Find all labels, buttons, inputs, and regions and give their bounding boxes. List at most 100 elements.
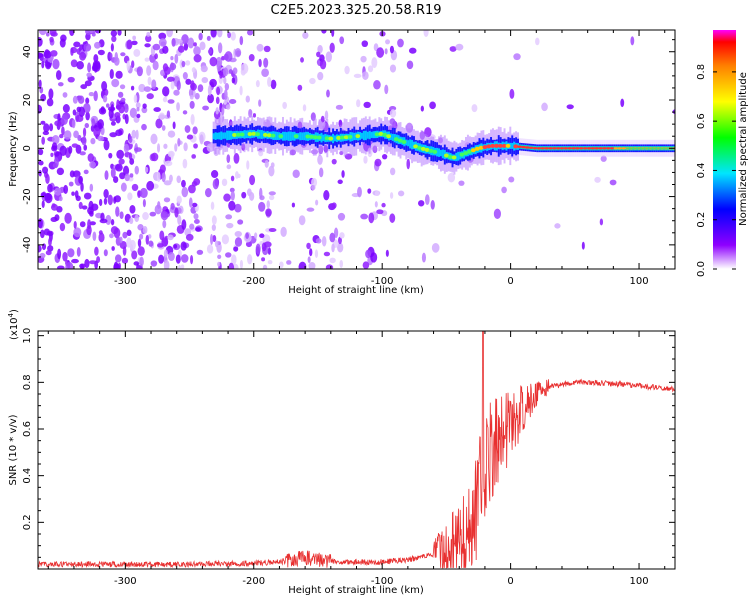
heatmap-cell <box>406 60 414 70</box>
heatmap-cell <box>321 235 327 247</box>
heatmap-cell <box>308 261 316 269</box>
heatmap-cell <box>122 246 127 256</box>
heatmap-cell <box>225 252 232 258</box>
heatmap-cell <box>57 265 65 269</box>
heatmap-cell <box>38 160 44 166</box>
heatmap-cell <box>86 225 92 236</box>
heatmap-cell <box>162 63 169 72</box>
heatmap-cell <box>49 123 54 132</box>
heatmap-cell <box>88 91 95 97</box>
heatmap-cell <box>133 261 140 266</box>
heatmap-cell <box>181 219 187 230</box>
heatmap-cell <box>161 172 166 183</box>
heatmap-cell <box>231 77 236 84</box>
heatmap-cell <box>52 162 58 169</box>
heatmap-cell <box>544 147 549 150</box>
heatmap-cell <box>486 144 492 149</box>
heatmap-cell <box>291 131 294 141</box>
heatmap-cell <box>599 218 604 226</box>
heatmap-cell <box>206 35 211 41</box>
heatmap-cell <box>144 57 150 62</box>
heatmap-cell <box>41 200 45 208</box>
heatmap-cell <box>111 35 117 43</box>
heatmap-cell <box>283 131 286 141</box>
heatmap-cell <box>54 187 62 196</box>
heatmap-cell <box>171 38 176 47</box>
heatmap-cell <box>119 211 124 219</box>
heatmap-cell <box>38 104 43 114</box>
heatmap-cell <box>372 131 375 139</box>
heatmap-cell <box>245 232 249 239</box>
heatmap-cell <box>159 230 165 241</box>
y-tick-label: 0 <box>22 145 33 151</box>
heatmap-cell <box>567 147 572 150</box>
heatmap-cell <box>309 77 316 85</box>
heatmap-cell <box>39 252 46 259</box>
heatmap-cell <box>324 136 330 141</box>
heatmap-cell <box>467 149 472 154</box>
heatmap-cell <box>114 112 121 119</box>
heatmap-cell <box>130 85 135 91</box>
heatmap-cell <box>302 31 309 39</box>
heatmap-cell <box>166 30 173 38</box>
heatmap-cell <box>79 221 86 228</box>
heatmap-cell <box>201 76 209 84</box>
heatmap-cell <box>193 54 202 63</box>
heatmap-cell <box>70 47 74 56</box>
heatmap-cell <box>189 100 195 109</box>
heatmap-cell <box>424 194 430 206</box>
heatmap-cell <box>210 234 214 245</box>
heatmap-cell <box>260 130 263 139</box>
heatmap-cell <box>393 137 399 142</box>
heatmap-cell <box>151 79 157 90</box>
heatmap-cell <box>143 86 152 93</box>
heatmap-cell <box>45 61 51 68</box>
heatmap-cell <box>268 228 277 233</box>
heatmap-cell <box>129 158 135 165</box>
heatmap-cell <box>339 232 345 239</box>
heatmap-cell <box>65 261 74 269</box>
heatmap-cell <box>278 134 284 139</box>
heatmap-cell <box>73 41 81 48</box>
heatmap-cell <box>152 43 161 51</box>
heatmap-cell <box>90 137 96 145</box>
x-tick-label: -300 <box>114 276 137 287</box>
y-tick-label: -40 <box>22 237 33 253</box>
heatmap-cell <box>129 107 137 119</box>
heatmap-cell <box>232 132 237 137</box>
heatmap-cell <box>43 50 52 59</box>
heatmap-cell <box>541 102 548 112</box>
heatmap-cell <box>230 175 235 182</box>
heatmap-cell <box>326 89 330 98</box>
heatmap-cell <box>175 39 183 44</box>
heatmap-cell <box>482 145 488 150</box>
heatmap-cell <box>109 233 114 239</box>
heatmap-cell <box>370 131 373 138</box>
heatmap-cell <box>113 261 119 269</box>
heatmap-cell <box>268 191 276 196</box>
heatmap-cell <box>329 232 336 243</box>
heatmap-cell <box>126 237 132 248</box>
heatmap-cell <box>185 60 191 66</box>
heatmap-cell <box>177 137 181 147</box>
heatmap-cell <box>79 51 87 61</box>
heatmap-cell <box>176 102 180 112</box>
heatmap-cell <box>261 257 266 262</box>
heatmap-cell <box>266 133 272 138</box>
heatmap-cell <box>180 241 187 251</box>
heatmap-cell <box>367 188 372 194</box>
heatmap-cell <box>368 130 371 140</box>
heatmap-cell <box>92 61 101 72</box>
heatmap-cell <box>258 201 266 212</box>
x-tick-label: -200 <box>242 276 265 287</box>
heatmap-cell <box>195 227 202 232</box>
heatmap-cell <box>142 212 149 221</box>
heatmap-cell <box>409 139 412 149</box>
heatmap-cell <box>331 243 335 253</box>
colorbar-tick-label: 0.4 <box>696 162 707 178</box>
heatmap-cell <box>40 93 47 102</box>
heatmap-cell <box>170 202 175 210</box>
heatmap-cell <box>230 31 236 41</box>
heatmap-cell <box>334 135 336 142</box>
heatmap-cell <box>182 158 188 169</box>
